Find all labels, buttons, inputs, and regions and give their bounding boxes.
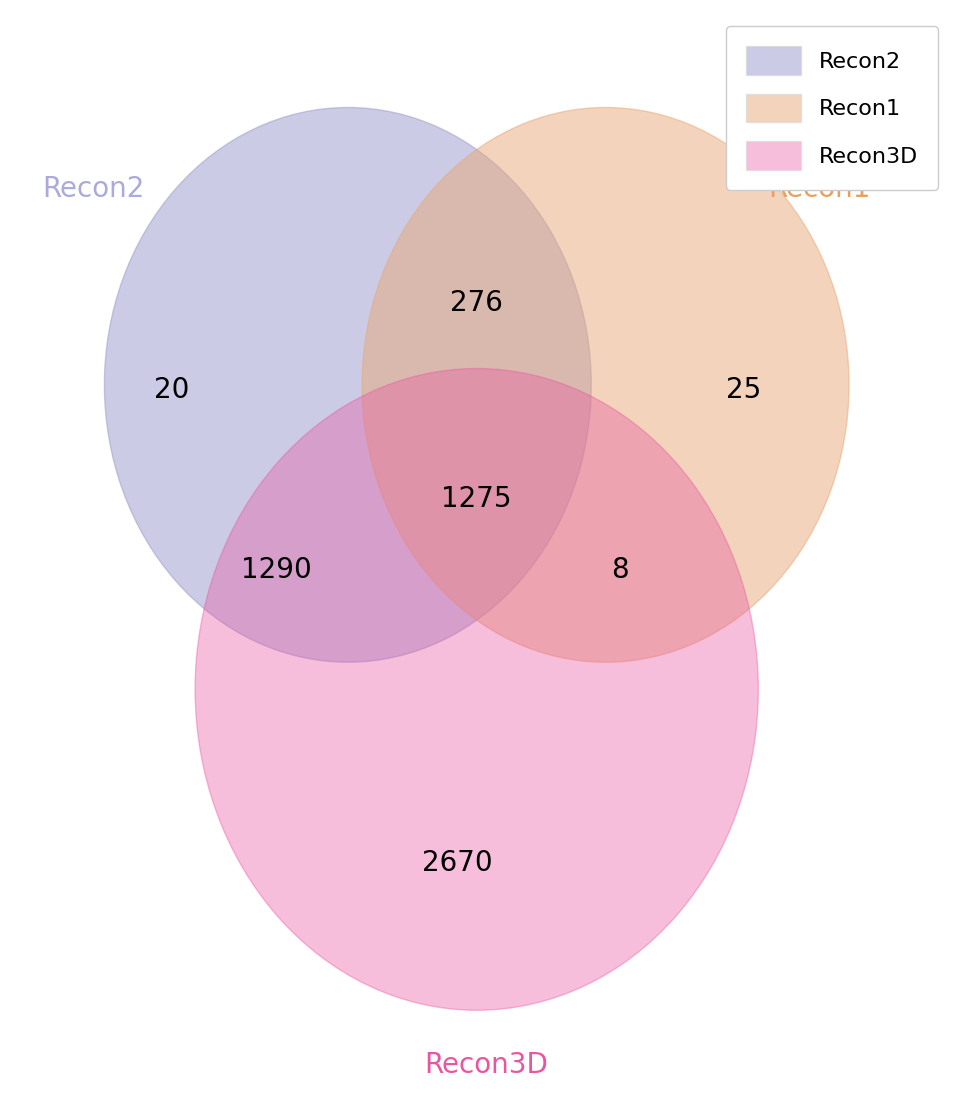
- Text: Recon3D: Recon3D: [425, 1051, 548, 1078]
- Text: Recon2: Recon2: [42, 175, 144, 203]
- Legend: Recon2, Recon1, Recon3D: Recon2, Recon1, Recon3D: [725, 26, 938, 190]
- Text: 276: 276: [451, 289, 503, 317]
- Text: 1275: 1275: [441, 486, 512, 513]
- Text: 2670: 2670: [423, 849, 493, 878]
- Circle shape: [195, 368, 758, 1011]
- Text: 25: 25: [726, 376, 762, 404]
- Text: 1290: 1290: [241, 556, 312, 584]
- Text: Recon1: Recon1: [768, 175, 871, 203]
- Text: 20: 20: [153, 376, 189, 404]
- Circle shape: [362, 107, 849, 662]
- Circle shape: [104, 107, 591, 662]
- Text: 8: 8: [612, 556, 629, 584]
